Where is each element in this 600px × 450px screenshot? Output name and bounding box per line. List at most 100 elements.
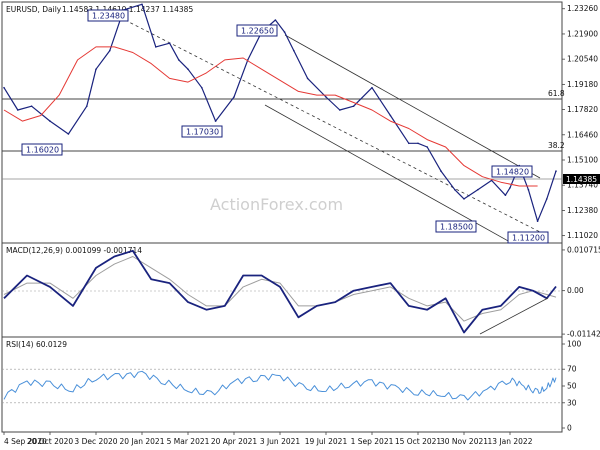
- svg-text:1.22650: 1.22650: [241, 27, 274, 36]
- x-tick-label: 4 Sep 2020: [4, 437, 47, 446]
- price-point: [109, 49, 111, 52]
- x-tick-label: 13 Jan 2022: [488, 437, 533, 446]
- price-tick-label: 1.12380: [567, 206, 598, 215]
- rsi-title: RSI(14) 60.0129: [6, 340, 67, 349]
- symbol-label: EURUSD, Daily: [6, 5, 62, 14]
- price-point: [168, 42, 171, 44]
- price-point: [187, 68, 189, 70]
- price-point: [509, 187, 511, 189]
- price-point: [555, 170, 557, 172]
- rsi-axis: 100 70 50 30 0: [562, 340, 582, 433]
- annotation-122650: 1.22650: [236, 24, 278, 37]
- price-point: [3, 86, 5, 89]
- svg-text:1.11200: 1.11200: [512, 234, 545, 243]
- macd-line: [3, 249, 557, 334]
- svg-text:1.18500: 1.18500: [440, 223, 473, 232]
- x-tick-label: 19 Jul 2021: [305, 437, 348, 446]
- macd-series: [3, 249, 557, 334]
- price-point: [527, 188, 530, 191]
- rsi-tick-label: 30: [567, 398, 577, 407]
- price-point: [86, 105, 88, 107]
- price-point: [293, 49, 295, 52]
- rsi-tick-label: 100: [567, 340, 582, 349]
- price-tick-label: 1.17820: [567, 105, 598, 114]
- price-point: [463, 198, 465, 200]
- price-point: [30, 105, 33, 107]
- price-point: [283, 31, 286, 33]
- macd-tick-label: 0.00: [567, 286, 584, 295]
- price-point: [546, 198, 548, 200]
- macd-trendline: [479, 297, 549, 335]
- rsi-line: [3, 370, 557, 401]
- macd-signal-line: [3, 256, 557, 322]
- x-tick-label: 5 Mar 2021: [167, 437, 210, 446]
- price-point: [426, 146, 429, 148]
- price-tick-label: 1.11020: [567, 231, 598, 240]
- ma-line: [3, 46, 538, 187]
- price-point: [454, 188, 456, 191]
- fib-61-label: 61.8: [548, 89, 565, 98]
- fib-38-label: 38.2: [548, 141, 565, 150]
- annotation-117030: 1.17030: [181, 125, 223, 138]
- ma-series: [3, 46, 538, 187]
- price-panel-frame: [1, 1, 563, 244]
- price-point: [95, 68, 97, 70]
- current-price-tag: 1.14385: [563, 174, 600, 184]
- price-tick-label: 1.16460: [567, 130, 598, 139]
- channel-lower: [264, 104, 511, 243]
- price-tick-label: 1.20540: [567, 55, 598, 64]
- price-point: [201, 86, 203, 89]
- price-tick-label: 1.23260: [567, 4, 598, 13]
- x-tick-label: 3 Dec 2020: [74, 437, 117, 446]
- macd-title: MACD(12,26,9) 0.001099 -0.001714: [6, 246, 142, 255]
- price-tick-label: 1.21900: [567, 29, 598, 38]
- x-tick-label: 20 Oct 2020: [27, 437, 74, 446]
- macd-axis: 0.010715 0.00 -0.011424: [562, 245, 600, 339]
- price-point: [274, 19, 277, 21]
- price-point: [504, 194, 507, 196]
- channel-upper: [284, 34, 541, 179]
- price-tick-label: 1.19180: [567, 80, 598, 89]
- watermark: ActionForex.com: [210, 195, 343, 214]
- price-point: [339, 109, 341, 111]
- price-point: [536, 220, 539, 222]
- macd-signal-series: [3, 256, 557, 322]
- price-point: [67, 133, 70, 135]
- price-axis: 1.23260 1.21900 1.20540 1.19180 1.17820 1.164…: [562, 4, 598, 240]
- price-point: [325, 96, 327, 98]
- annotation-116020: 1.16020: [21, 143, 63, 156]
- price-point: [233, 96, 235, 98]
- annotation-111200: 1.11200: [507, 231, 549, 244]
- price-point: [440, 170, 442, 172]
- x-tick-label: 20 Jan 2021: [120, 437, 165, 446]
- price-point: [477, 188, 479, 191]
- x-tick-label: 30 Nov 2021: [440, 437, 488, 446]
- x-tick-label: 15 Oct 2021: [395, 437, 442, 446]
- price-point: [214, 120, 217, 122]
- macd-tick-label: 0.010715: [567, 245, 600, 254]
- price-point: [178, 59, 180, 61]
- price-point: [141, 3, 143, 6]
- price-point: [417, 142, 419, 145]
- svg-text:1.14385: 1.14385: [566, 175, 597, 184]
- macd-tick-label: -0.011424: [567, 330, 600, 339]
- svg-text:1.14820: 1.14820: [496, 168, 529, 177]
- price-tick-label: 1.15100: [567, 156, 598, 165]
- rsi-panel-frame: [1, 336, 563, 433]
- price-point: [17, 109, 19, 111]
- annotation-123480: 1.23480: [87, 9, 129, 22]
- svg-text:1.16020: 1.16020: [26, 146, 59, 155]
- rsi-tick-label: 50: [567, 382, 577, 391]
- svg-text:1.17030: 1.17030: [186, 128, 219, 137]
- x-tick-label: 20 Apr 2021: [211, 437, 258, 446]
- price-series: [3, 3, 557, 222]
- annotation-114820: 1.14820: [491, 165, 533, 178]
- price-point: [371, 86, 373, 89]
- svg-text:1.23480: 1.23480: [92, 12, 125, 21]
- x-tick-label: 1 Sep 2021: [351, 437, 394, 446]
- price-point: [389, 114, 392, 117]
- price-point: [49, 120, 51, 122]
- price-point: [155, 46, 157, 48]
